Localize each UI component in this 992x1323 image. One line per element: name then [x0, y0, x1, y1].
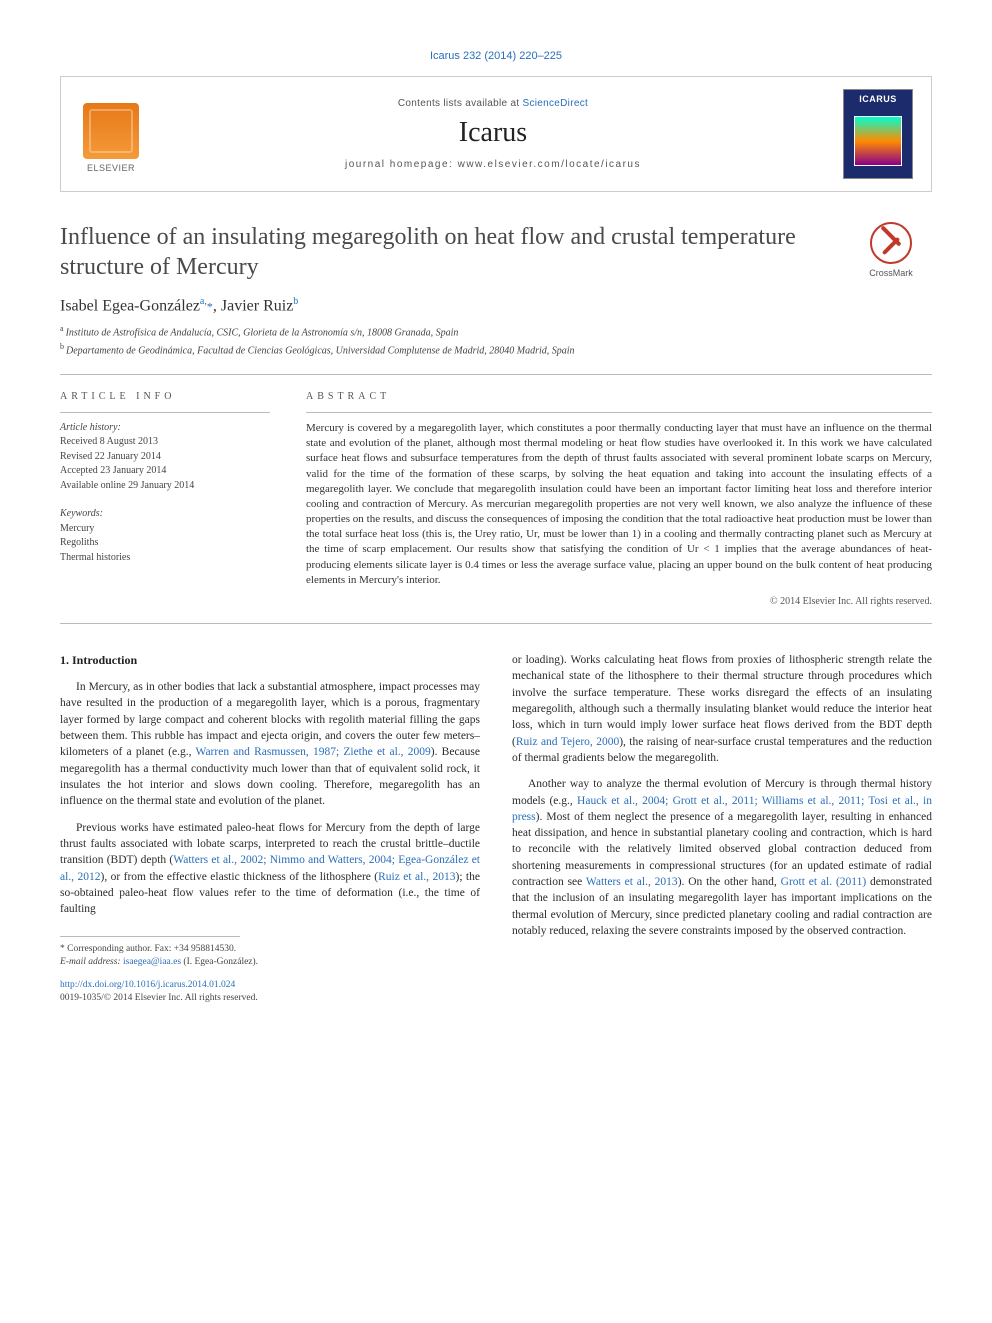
affiliation-b: Departamento de Geodinámica, Facultad de… [66, 345, 575, 356]
rule-top [60, 374, 932, 375]
keyword-2: Regoliths [60, 536, 270, 551]
email-label: E-mail address: [60, 957, 123, 967]
article-title: Influence of an insulating megaregolith … [60, 222, 834, 282]
homepage-url[interactable]: www.elsevier.com/locate/icarus [458, 159, 641, 170]
article-info-block: article info Article history: Received 8… [60, 391, 270, 607]
history-revised: Revised 22 January 2014 [60, 450, 270, 465]
journal-homepage-line: journal homepage: www.elsevier.com/locat… [159, 159, 827, 170]
elsevier-logo: ELSEVIER [79, 95, 143, 173]
email-who: (I. Egea-González). [181, 957, 258, 967]
sciencedirect-link[interactable]: ScienceDirect [522, 98, 588, 109]
ref-warren-ziethe[interactable]: Warren and Rasmussen, 1987; Ziethe et al… [196, 746, 431, 758]
keywords-label: Keywords: [60, 507, 270, 522]
contents-prefix: Contents lists available at [398, 98, 523, 109]
history-online: Available online 29 January 2014 [60, 479, 270, 494]
authors-line: Isabel Egea-Gonzáleza,*, Javier Ruizb [60, 296, 834, 315]
journal-name: Icarus [159, 117, 827, 149]
column-right: or loading). Works calculating heat flow… [512, 652, 932, 1006]
crossmark-label: CrossMark [850, 268, 932, 278]
abstract-heading: abstract [306, 391, 932, 402]
author-sep: , [213, 297, 221, 314]
journal-center: Contents lists available at ScienceDirec… [159, 98, 827, 170]
ref-ruiz-tejero[interactable]: Ruiz and Tejero, 2000 [516, 736, 619, 748]
homepage-prefix: journal homepage: [345, 159, 458, 170]
para-2: Previous works have estimated paleo-heat… [60, 820, 480, 918]
cover-title: ICARUS [859, 94, 897, 104]
history-received: Received 8 August 2013 [60, 435, 270, 450]
para-3: or loading). Works calculating heat flow… [512, 652, 932, 766]
article-info-heading: article info [60, 391, 270, 402]
journal-cover-thumb: ICARUS [843, 89, 913, 179]
affiliation-a: Instituto de Astrofísica de Andalucía, C… [66, 328, 459, 339]
para-3-a: or loading). Works calculating heat flow… [512, 654, 932, 748]
author-2-name[interactable]: Javier Ruiz [221, 297, 293, 314]
history-label: Article history: [60, 421, 270, 436]
elsevier-tree-icon [83, 103, 139, 159]
para-1: In Mercury, as in other bodies that lack… [60, 679, 480, 810]
section-1-heading: 1. Introduction [60, 652, 480, 669]
history-accepted: Accepted 23 January 2014 [60, 464, 270, 479]
ref-watters-2013[interactable]: Watters et al., 2013 [586, 876, 678, 888]
author-2-affil-sup: b [293, 296, 298, 307]
author-1-affil-sup: a, [200, 296, 207, 307]
ref-grott-2011[interactable]: Grott et al. (2011) [781, 876, 867, 888]
contents-available-line: Contents lists available at ScienceDirec… [159, 98, 827, 109]
abstract-text: Mercury is covered by a megaregolith lay… [306, 421, 932, 588]
crossmark-widget[interactable]: CrossMark [850, 222, 932, 278]
column-left: 1. Introduction In Mercury, as in other … [60, 652, 480, 1006]
para-4-c: ). On the other hand, [678, 876, 781, 888]
para-2-b: ), or from the effective elastic thickne… [100, 871, 378, 883]
elsevier-word: ELSEVIER [87, 163, 135, 173]
abstract-block: abstract Mercury is covered by a megareg… [306, 391, 932, 607]
cover-image-icon [854, 116, 902, 166]
corresponding-footnote: * Corresponding author. Fax: +34 9588145… [60, 943, 480, 970]
rule-bottom [60, 623, 932, 624]
journal-header-box: ELSEVIER Contents lists available at Sci… [60, 76, 932, 192]
corr-author-line: * Corresponding author. Fax: +34 9588145… [60, 943, 480, 956]
issn-copyright: 0019-1035/© 2014 Elsevier Inc. All right… [60, 993, 258, 1003]
crossmark-icon [870, 222, 912, 264]
keyword-3: Thermal histories [60, 551, 270, 566]
keyword-1: Mercury [60, 522, 270, 537]
ref-ruiz-2013[interactable]: Ruiz et al., 2013 [378, 871, 455, 883]
doi-link[interactable]: http://dx.doi.org/10.1016/j.icarus.2014.… [60, 980, 235, 990]
top-citation: Icarus 232 (2014) 220–225 [60, 50, 932, 62]
author-1-name[interactable]: Isabel Egea-González [60, 297, 200, 314]
email-link[interactable]: isaegea@iaa.es [123, 957, 181, 967]
abstract-copyright: © 2014 Elsevier Inc. All rights reserved… [306, 596, 932, 607]
footnote-separator [60, 936, 240, 937]
doi-block: http://dx.doi.org/10.1016/j.icarus.2014.… [60, 979, 480, 1006]
para-4: Another way to analyze the thermal evolu… [512, 776, 932, 939]
affiliations: aInstituto de Astrofísica de Andalucía, … [60, 323, 834, 358]
